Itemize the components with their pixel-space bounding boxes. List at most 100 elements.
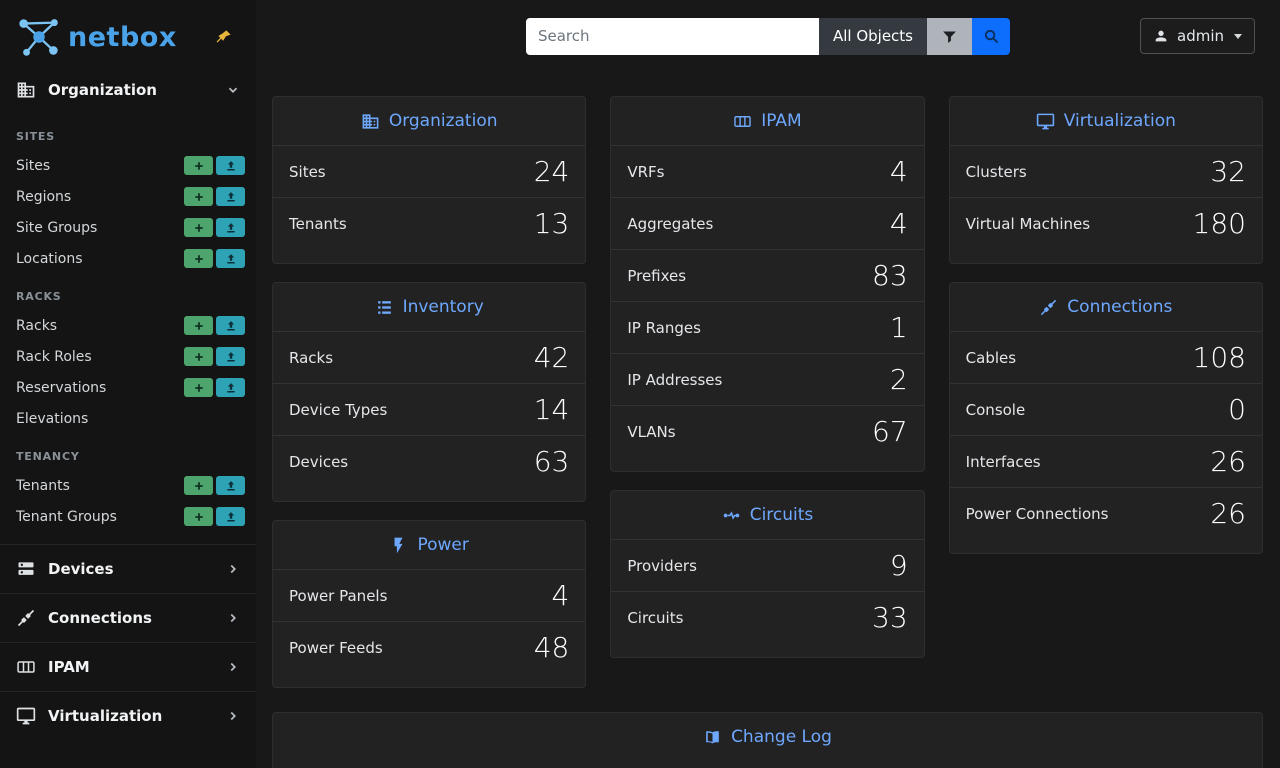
stat-label: Aggregates [627,214,714,233]
stat-value[interactable]: 32 [1210,154,1246,188]
sidebar-item-label: Regions [16,188,72,205]
search-scope-button[interactable]: All Objects [818,17,928,55]
import-button[interactable] [216,476,245,495]
stat-label: Providers [627,556,697,575]
stat-value[interactable]: 14 [533,392,570,426]
stat-value[interactable]: 13 [533,206,570,240]
import-button[interactable] [216,316,245,335]
sidebar-section-organization[interactable]: Organization [0,66,256,114]
import-button[interactable] [216,218,245,237]
sidebar-section-virtualization[interactable]: Virtualization [0,691,256,740]
stat-row: Devices 63 [273,435,586,487]
import-button[interactable] [216,156,245,175]
sidebar-item-reservations[interactable]: Reservations [0,372,256,403]
sidebar-section-ipam[interactable]: IPAM [0,642,256,691]
sidebar-item-tenant-groups[interactable]: Tenant Groups [0,501,256,532]
stat-value[interactable]: 4 [889,154,908,188]
add-button[interactable] [184,378,213,397]
sidebar-item-sites[interactable]: Sites [0,150,256,181]
stat-label: VRFs [627,162,665,181]
add-button[interactable] [184,187,213,206]
stat-value[interactable]: 63 [533,444,570,478]
topbar: All Objects admin [256,0,1280,72]
stat-value[interactable]: 4 [551,578,570,612]
sidebar-section-connections[interactable]: Connections [0,593,256,642]
power-icon [389,536,408,555]
chevron-right-icon [226,709,240,723]
stat-value[interactable]: 67 [872,414,908,448]
sidebar-item-label: Reservations [16,379,107,396]
sidebar-item-rack-roles[interactable]: Rack Roles [0,341,256,372]
add-button[interactable] [184,218,213,237]
stat-label: Circuits [627,608,684,627]
stat-row: Cables 108 [949,331,1262,383]
ipam-icon [733,112,752,131]
stat-value[interactable]: 4 [889,206,908,240]
sidebar-item-regions[interactable]: Regions [0,181,256,212]
virtualization-icon [1036,112,1055,131]
stat-row: Providers 9 [611,539,924,591]
card-title: Circuits [611,491,923,539]
dashboard: Organization Sites 24 Tenants 13 [256,72,1280,768]
card-virtualization: Virtualization Clusters 32 Virtual Machi… [948,96,1263,264]
stat-label: IP Ranges [627,318,701,337]
stat-value[interactable]: 24 [533,154,570,188]
import-button[interactable] [216,378,245,397]
add-button[interactable] [184,347,213,366]
stat-row: Power Feeds 48 [273,621,586,673]
stat-value[interactable]: 48 [533,630,570,664]
import-button[interactable] [216,347,245,366]
add-button[interactable] [184,156,213,175]
netbox-logo-icon [14,14,64,60]
netbox-logo[interactable]: netbox [14,14,177,60]
user-menu-button[interactable]: admin [1140,18,1255,54]
import-button[interactable] [216,507,245,526]
sidebar-section-devices[interactable]: Devices [0,544,256,593]
sidebar-item-tenants[interactable]: Tenants [0,470,256,501]
plus-icon [193,382,205,394]
stat-row: VLANs 67 [611,405,924,457]
changelog-icon [703,728,722,747]
stat-value[interactable]: 26 [1210,496,1246,530]
add-button[interactable] [184,249,213,268]
import-button[interactable] [216,249,245,268]
stat-value[interactable]: 42 [533,340,570,374]
stat-value[interactable]: 180 [1192,206,1246,240]
stat-value[interactable]: 2 [889,362,908,396]
stat-row: VRFs 4 [611,145,924,197]
stat-value[interactable]: 26 [1210,444,1246,478]
card-title: Connections [950,283,1262,331]
user-label: admin [1177,27,1224,45]
organization-icon [16,80,36,100]
stat-value[interactable]: 83 [872,258,908,292]
sidebar-item-locations[interactable]: Locations [0,243,256,274]
stat-value[interactable]: 1 [889,310,908,344]
stat-label: Console [965,400,1026,419]
stat-value[interactable]: 33 [872,600,908,634]
stat-value[interactable]: 0 [1228,392,1246,426]
stat-row: Prefixes 83 [611,249,924,301]
stat-value[interactable]: 108 [1192,340,1246,374]
sidebar-item-racks[interactable]: Racks [0,310,256,341]
add-button[interactable] [184,316,213,335]
organization-icon [361,112,380,131]
search-submit-button[interactable] [972,17,1011,55]
card-circuits: Circuits Providers 9 Circuits 33 [610,490,925,658]
sidebar-section-label: Connections [48,609,152,627]
add-button[interactable] [184,507,213,526]
sidebar-item-elevations[interactable]: Elevations [0,403,256,434]
add-button[interactable] [184,476,213,495]
stat-label: Cables [965,348,1017,367]
sidebar-group-header-tenancy: TENANCY [16,450,80,463]
plus-icon [193,351,205,363]
sidebar-item-label: Rack Roles [16,348,92,365]
upload-icon [225,382,237,394]
sidebar-item-site-groups[interactable]: Site Groups [0,212,256,243]
import-button[interactable] [216,187,245,206]
sidebar-group-header-sites: SITES [16,130,55,143]
pin-sidebar-button[interactable] [213,27,234,48]
sidebar: netbox Organization SITES Sites [0,0,256,768]
stat-value[interactable]: 9 [889,548,908,582]
filter-button[interactable] [927,17,973,55]
search-input[interactable] [525,17,819,55]
